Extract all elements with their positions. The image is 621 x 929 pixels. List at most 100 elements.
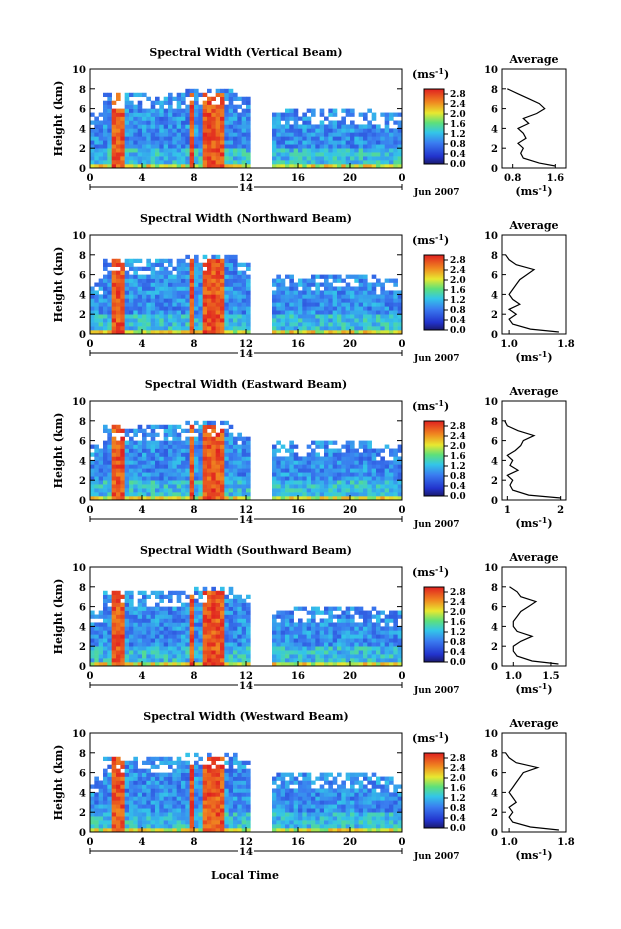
heatmap-cell — [150, 784, 156, 789]
heatmap-cell — [233, 444, 238, 449]
heatmap-cell — [211, 610, 216, 615]
heatmap-cell — [237, 492, 242, 497]
heatmap-cell — [107, 792, 112, 797]
unit-close: ) — [547, 185, 552, 198]
heatmap-cell — [367, 456, 372, 461]
heatmap-cell — [207, 278, 212, 283]
heatmap-cell — [246, 594, 251, 599]
heatmap-cell — [241, 318, 247, 323]
colorbar-tick-label: 2.8 — [450, 422, 466, 432]
heatmap-cell — [133, 642, 138, 647]
heatmap-cell — [220, 262, 225, 267]
heatmap-cell — [168, 764, 173, 769]
heatmap-cell — [315, 650, 320, 655]
heatmap-cell — [107, 658, 112, 663]
heatmap-cell — [233, 156, 238, 161]
heatmap-cell — [276, 278, 281, 283]
heatmap-cell — [120, 282, 125, 287]
heatmap-cell — [215, 128, 221, 133]
heatmap-cell — [202, 436, 208, 441]
heatmap-cell — [276, 448, 281, 453]
heatmap-cell — [211, 626, 216, 631]
heatmap-cell — [246, 310, 251, 315]
heatmap-cell — [137, 428, 143, 433]
heatmap-cell — [103, 618, 108, 623]
heatmap-cell — [207, 824, 212, 829]
heatmap-cell — [168, 424, 173, 430]
heatmap-cell — [371, 326, 377, 331]
heatmap-cell — [107, 164, 112, 169]
heatmap-cell — [363, 638, 368, 643]
heatmap-cell — [367, 634, 372, 639]
heatmap-cell — [98, 472, 104, 477]
heatmap-cell — [116, 456, 121, 461]
heatmap-cell — [202, 590, 208, 596]
heatmap-cell — [233, 436, 238, 441]
heatmap-cell — [189, 128, 195, 133]
heatmap-cell — [172, 824, 177, 829]
heatmap-cell — [241, 492, 247, 497]
heatmap-cell — [345, 282, 351, 287]
heatmap-cell — [298, 630, 303, 635]
heatmap-cell — [337, 614, 342, 619]
heatmap-cell — [384, 116, 390, 121]
heatmap-cell — [202, 488, 208, 493]
heatmap-cell — [389, 610, 394, 615]
heatmap-cell — [103, 298, 108, 303]
heatmap-cell — [289, 658, 294, 663]
heatmap-cell — [176, 484, 182, 489]
heatmap-cell — [146, 820, 151, 825]
heatmap-cell — [215, 92, 221, 98]
heatmap-cell — [194, 96, 199, 101]
heatmap-cell — [215, 108, 221, 113]
heatmap-cell — [116, 290, 121, 295]
heatmap-cell — [150, 274, 156, 279]
heatmap-cell — [90, 464, 95, 469]
heatmap-cell — [371, 286, 377, 291]
heatmap-cell — [389, 144, 394, 149]
heatmap-cell — [124, 326, 130, 331]
heatmap-cell — [302, 148, 307, 153]
heatmap-cell — [302, 492, 307, 497]
heatmap-cell — [207, 298, 212, 303]
heatmap-cell — [142, 120, 147, 125]
heatmap-cell — [120, 278, 125, 283]
heatmap-cell — [142, 804, 147, 809]
heatmap-cell — [220, 314, 225, 319]
heatmap-cell — [224, 638, 229, 643]
heatmap-cell — [367, 156, 372, 161]
heatmap-cell — [181, 290, 186, 295]
avg-y-tick-label: 2 — [491, 144, 498, 155]
heatmap-cell — [293, 646, 299, 651]
heatmap-cell — [285, 144, 290, 149]
heatmap-cell — [202, 270, 208, 275]
heatmap-cell — [168, 96, 173, 101]
heatmap-cell — [163, 452, 169, 457]
heatmap-cell — [155, 642, 160, 647]
heatmap-cell — [220, 136, 225, 141]
heatmap-cell — [363, 646, 368, 651]
heatmap-cell — [384, 488, 390, 493]
heatmap-cell — [194, 104, 199, 109]
heatmap-cell — [211, 428, 216, 433]
heatmap-cell — [202, 456, 208, 461]
heatmap-cell — [111, 428, 117, 433]
heatmap-cell — [328, 440, 333, 445]
heatmap-cell — [94, 128, 99, 133]
heatmap-cell — [246, 314, 251, 319]
heatmap-cell — [237, 330, 242, 335]
heatmap-cell — [124, 484, 130, 489]
heatmap-cell — [332, 472, 338, 477]
heatmap-cell — [111, 290, 117, 295]
heatmap-cell — [142, 484, 147, 489]
heatmap-cell — [98, 132, 104, 137]
heatmap-cell — [345, 124, 351, 129]
heatmap-cell — [376, 658, 381, 663]
heatmap-cell — [150, 322, 156, 327]
heatmap-cell — [172, 440, 177, 445]
heatmap-cell — [176, 784, 182, 789]
heatmap-cell — [129, 128, 134, 133]
heatmap-cell — [185, 144, 190, 149]
heatmap-cell — [116, 444, 121, 449]
heatmap-cell — [311, 144, 316, 149]
